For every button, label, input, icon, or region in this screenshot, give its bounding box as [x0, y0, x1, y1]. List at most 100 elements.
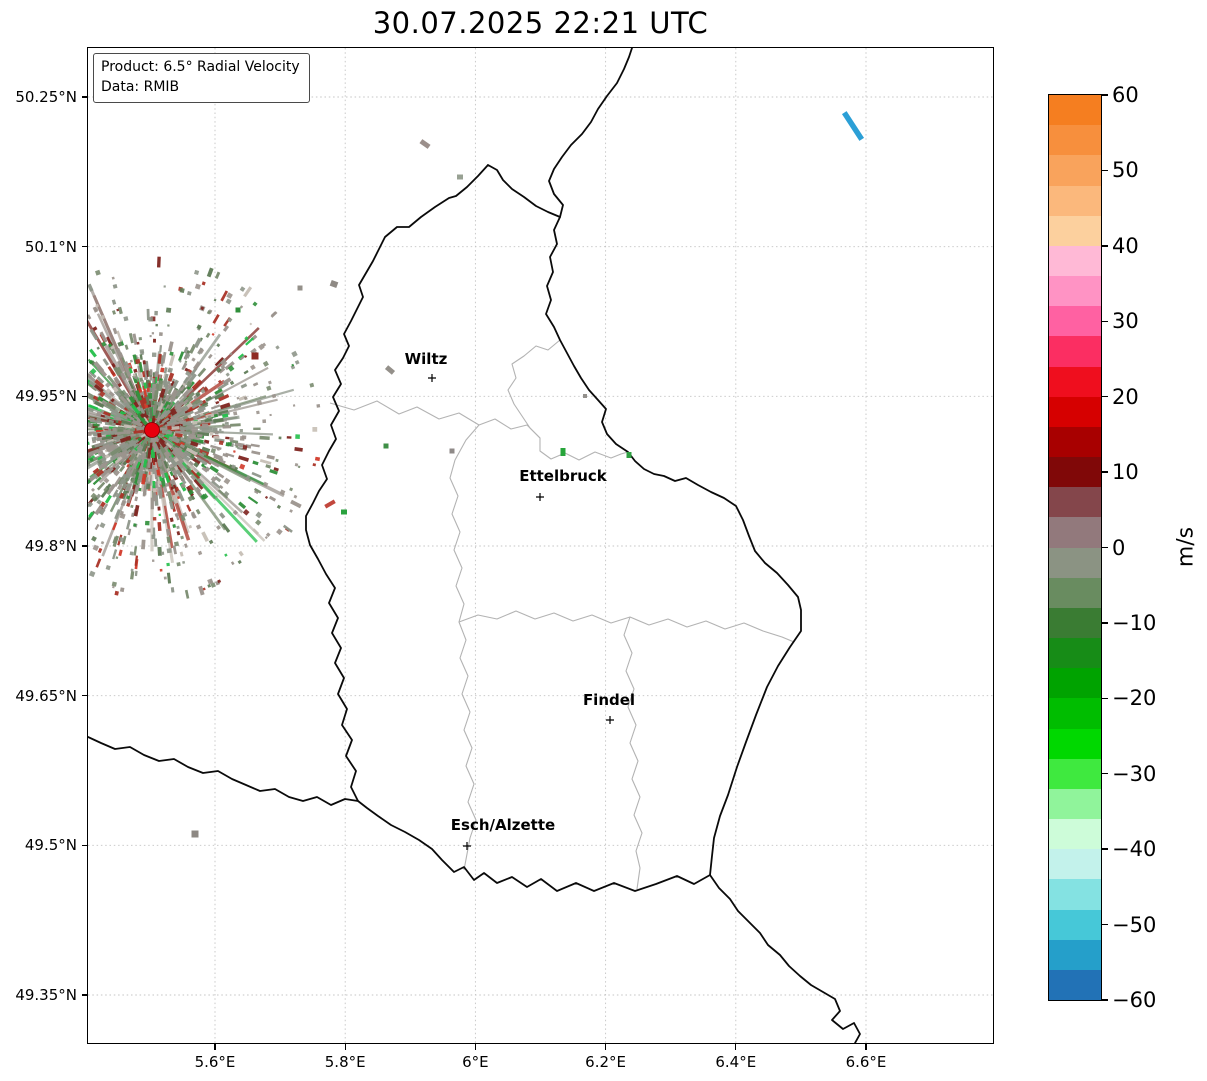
figure-title: 30.07.2025 22:21 UTC: [372, 6, 709, 40]
colorbar-band: [1049, 426, 1101, 458]
colorbar-tick: [1102, 697, 1108, 700]
colorbar-tick-label: −50: [1112, 912, 1157, 937]
colorbar-tick-label: 10: [1112, 460, 1139, 485]
y-tick-label: 50.1°N: [24, 237, 77, 256]
colorbar-band: [1049, 939, 1101, 970]
colorbar-band: [1049, 638, 1101, 669]
x-axis-tick: [474, 1044, 477, 1050]
colorbar-band: [1049, 457, 1101, 488]
colorbar-tick: [1102, 622, 1108, 624]
city-label: Esch/Alzette: [451, 816, 555, 834]
echo-speck: [341, 509, 347, 515]
city-marker: [536, 493, 544, 501]
colorbar-tick: [1102, 169, 1108, 172]
y-tick-label: 49.95°N: [15, 387, 77, 406]
x-tick-label: 5.8°E: [324, 1053, 366, 1071]
colorbar-tick: [1102, 923, 1108, 926]
echo-speck: [383, 443, 389, 449]
echo-speck: [384, 365, 396, 375]
city-marker: [428, 374, 436, 382]
colorbar-band: [1049, 788, 1101, 820]
y-axis-tick: [82, 695, 88, 697]
x-axis-tick: [735, 1044, 737, 1050]
colorbar-tick: [1102, 773, 1108, 775]
echo-speck: [235, 307, 241, 313]
city-label: Wiltz: [405, 350, 448, 368]
legend-source-line: Data: RMIB: [101, 79, 180, 96]
district-border: [507, 339, 561, 439]
colorbar-tick: [1102, 320, 1108, 322]
country-border: [548, 48, 633, 218]
district-border: [449, 424, 480, 871]
y-axis-tick: [82, 246, 88, 248]
colorbar-band: [1049, 155, 1101, 186]
x-tick-label: 6.2°E: [585, 1053, 627, 1071]
y-tick-label: 49.8°N: [24, 537, 77, 555]
colorbar-band: [1049, 668, 1101, 699]
echo-speck: [583, 394, 587, 398]
colorbar-tick: [1102, 546, 1108, 549]
y-tick-label: 49.35°N: [15, 986, 77, 1004]
colorbar-tick: [1102, 471, 1108, 473]
y-tick-label: 49.65°N: [15, 686, 77, 705]
colorbar-tick: [1102, 848, 1108, 850]
y-tick-label: 49.5°N: [24, 836, 77, 855]
x-tick-label: 5.6°E: [194, 1053, 236, 1071]
echo-speck: [251, 352, 259, 360]
radar-echo-field: [88, 256, 321, 599]
x-axis-tick: [865, 1044, 867, 1050]
x-axis-tick: [605, 1044, 607, 1050]
city-marker: [463, 842, 471, 850]
colorbar-band: [1049, 969, 1101, 1001]
colorbar-tick-label: −40: [1112, 837, 1157, 862]
colorbar-band: [1049, 819, 1101, 850]
colorbar-tick-label: 60: [1112, 83, 1139, 107]
radar-map: Wiltz Ettelbruck Findel Esch/Alzette: [88, 48, 993, 1043]
district-border: [623, 616, 643, 890]
y-axis-tick: [82, 844, 88, 846]
colorbar-band: [1049, 547, 1101, 578]
country-border: [709, 874, 861, 1043]
y-axis-tick: [82, 994, 88, 996]
colorbar-band: [1049, 366, 1101, 397]
colorbar-tick: [1102, 245, 1108, 247]
country-border: [305, 164, 802, 892]
country-border: [88, 736, 359, 806]
colorbar-tick-label: 50: [1112, 158, 1139, 183]
city-label: Findel: [583, 691, 635, 709]
colorbar: [1048, 94, 1102, 1001]
colorbar-band: [1049, 728, 1101, 759]
colorbar-tick: [1102, 395, 1108, 398]
y-axis-tick: [82, 96, 88, 98]
colorbar-band: [1049, 849, 1101, 880]
legend-product-line: Product: 6.5° Radial Velocity: [101, 59, 300, 75]
colorbar-band: [1049, 336, 1101, 367]
x-axis-tick: [344, 1044, 346, 1050]
colorbar-tick-label: −60: [1112, 988, 1157, 1012]
colorbar-tick-label: 20: [1112, 384, 1139, 409]
echo-speck: [449, 448, 455, 454]
colorbar-tick: [1102, 94, 1108, 96]
colorbar-band: [1049, 276, 1101, 307]
colorbar-band: [1049, 879, 1101, 910]
x-tick-label: 6°E: [462, 1053, 489, 1071]
echo-speck: [560, 448, 566, 456]
echo-speck: [419, 139, 431, 149]
colorbar-band: [1049, 517, 1101, 548]
colorbar-tick: [1102, 999, 1108, 1001]
echo-speck: [329, 279, 339, 289]
y-axis-tick: [82, 545, 88, 547]
colorbar-tick-label: −30: [1112, 761, 1157, 786]
district-border: [329, 400, 629, 461]
y-tick-label: 50.25°N: [15, 88, 77, 106]
colorbar-band: [1049, 758, 1101, 789]
colorbar-band: [1049, 698, 1101, 729]
colorbar-band: [1049, 306, 1101, 337]
colorbar-tick-label: −10: [1112, 610, 1157, 635]
x-tick-label: 6.6°E: [845, 1053, 887, 1071]
x-axis-tick: [214, 1044, 216, 1050]
colorbar-band: [1049, 909, 1101, 940]
colorbar-unit-label: m/s: [1173, 526, 1199, 568]
colorbar-band: [1049, 577, 1101, 608]
